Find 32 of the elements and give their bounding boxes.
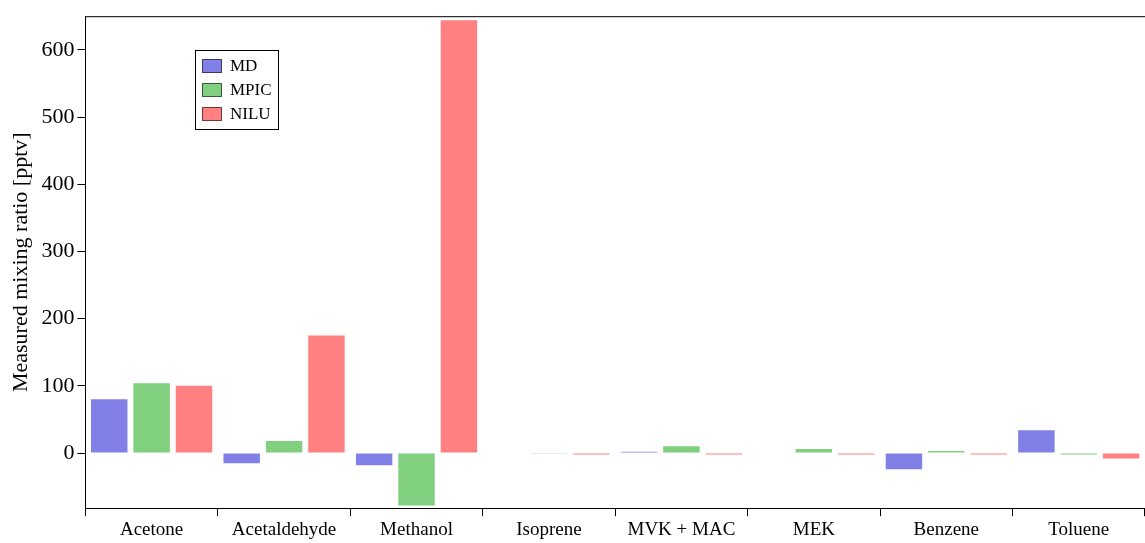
bar [91,399,128,453]
y-tick-label: 200 [41,304,75,330]
x-tick-label: Isoprene [516,517,582,539]
y-tick-label: 0 [63,438,75,464]
bar [308,335,345,453]
bar [795,449,833,453]
x-tick-label: Toluene [1048,517,1110,539]
y-tick-label: 500 [41,102,75,128]
x-tick-label: Acetaldehyde [231,517,337,539]
bar [265,440,303,453]
bar [440,20,478,453]
bar [133,383,170,453]
bar [175,385,213,453]
x-tick-label: Benzene [913,517,980,539]
bar [885,453,923,470]
x-tick-label: Acetone [119,517,184,539]
bar [663,446,700,453]
x-tick-label: MVK + MAC [627,517,736,539]
x-tick-label: MEK [792,517,836,539]
x-tick-label: Methanol [380,517,453,539]
y-tick-label: 400 [41,170,75,196]
bar [223,453,260,464]
legend-label: MPIC [230,79,272,101]
bar [1018,430,1055,453]
bar [355,453,393,466]
y-tick-label: 300 [41,237,75,263]
legend-label: MD [230,55,258,77]
legend-label: NILU [230,103,271,125]
bar [398,453,435,506]
y-tick-label: 100 [41,371,75,397]
y-tick-label: 600 [41,35,75,61]
y-axis-title: Measured mixing ratio [pptv] [6,132,32,393]
